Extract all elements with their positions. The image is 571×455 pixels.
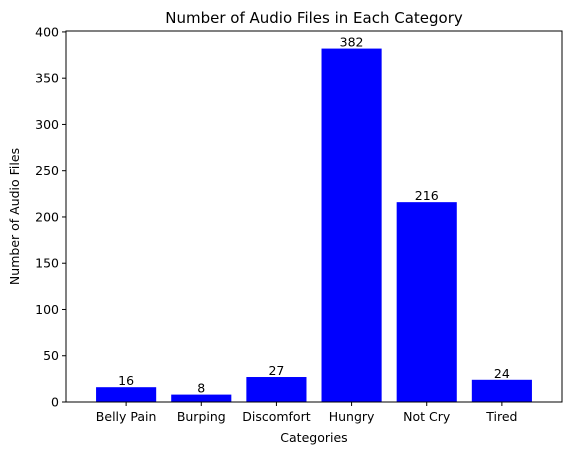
y-tick-label-300: 300 xyxy=(35,117,59,132)
x-tick-label-hungry: Hungry xyxy=(329,409,375,424)
data-label-burping: 8 xyxy=(197,381,205,396)
bar-tired xyxy=(471,379,532,402)
bar-not-cry xyxy=(396,202,457,402)
data-label-not-cry: 216 xyxy=(415,188,439,203)
bar-burping xyxy=(171,394,232,402)
data-label-tired: 24 xyxy=(494,366,510,381)
x-tick-label-tired: Tired xyxy=(485,409,517,424)
y-axis-label: Number of Audio Files xyxy=(7,148,22,285)
x-tick-label-burping: Burping xyxy=(177,409,226,424)
plot-frame xyxy=(65,30,563,403)
chart-title: Number of Audio Files in Each Category xyxy=(165,9,463,27)
x-tick-label-not-cry: Not Cry xyxy=(403,409,451,424)
data-label-belly-pain: 16 xyxy=(118,373,134,388)
y-tick-label-150: 150 xyxy=(35,256,59,271)
x-axis-label: Categories xyxy=(280,430,347,445)
y-tick-label-350: 350 xyxy=(35,71,59,86)
y-tick-label-250: 250 xyxy=(35,163,59,178)
y-tick-label-100: 100 xyxy=(35,302,59,317)
y-tick-label-200: 200 xyxy=(35,209,59,224)
data-label-discomfort: 27 xyxy=(268,363,284,378)
y-tick-label-400: 400 xyxy=(35,24,59,39)
x-tick-label-discomfort: Discomfort xyxy=(242,409,310,424)
bar-hungry xyxy=(321,48,382,402)
y-tick-label-0: 0 xyxy=(51,395,59,410)
x-tick-label-belly-pain: Belly Pain xyxy=(96,409,157,424)
bar-discomfort xyxy=(246,377,307,402)
data-label-hungry: 382 xyxy=(340,35,364,50)
y-tick-label-50: 50 xyxy=(43,348,59,363)
bar-belly-pain xyxy=(96,387,157,402)
